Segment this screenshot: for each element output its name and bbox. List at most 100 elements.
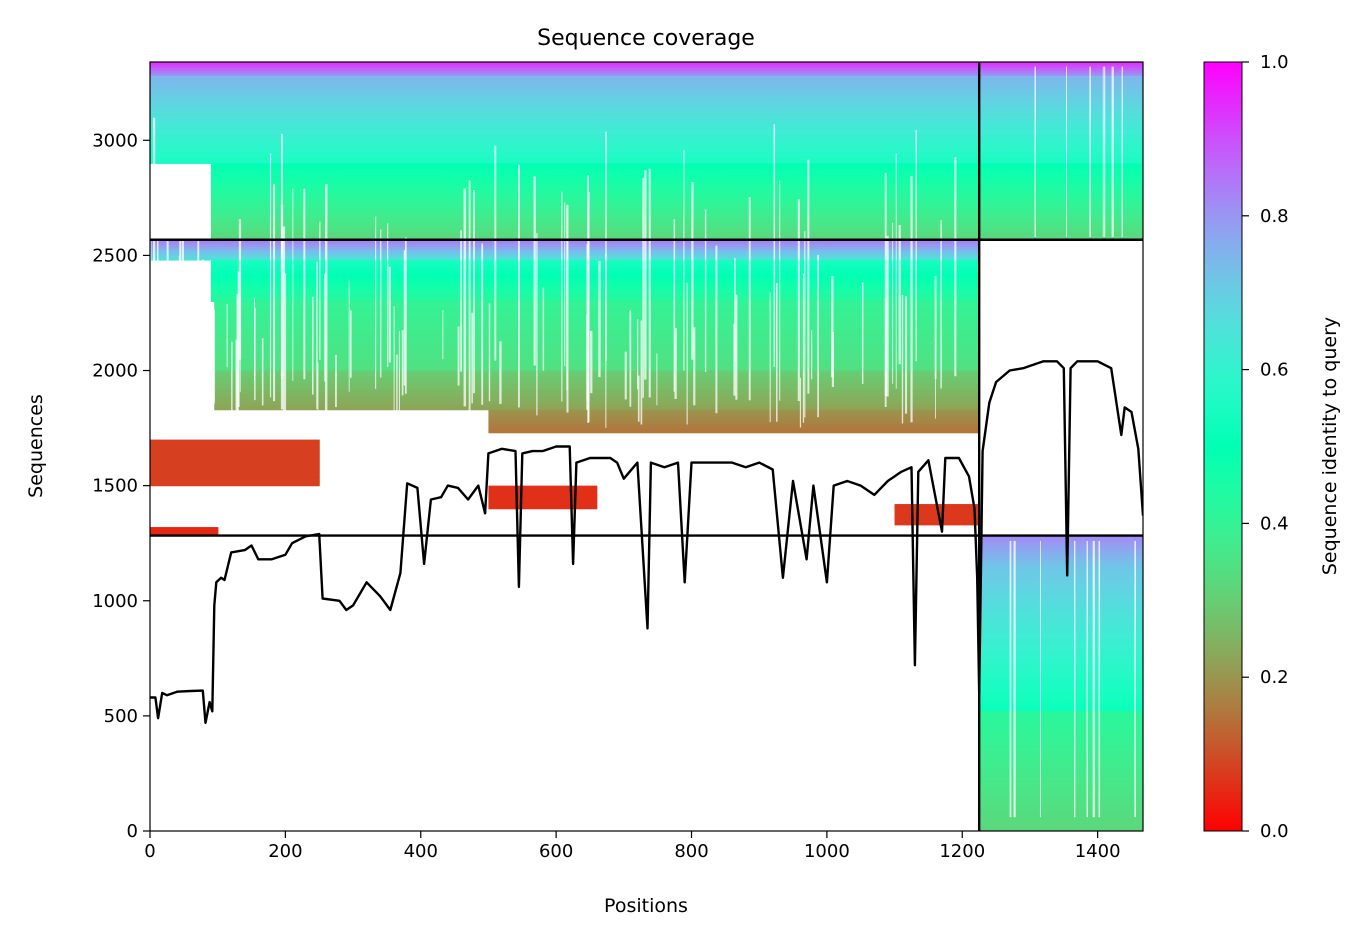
- heatmap-band-paired-1-15: [150, 130, 1143, 135]
- heatmap-band-chain-1-5-0: [150, 439, 320, 443]
- heatmap-band-paired-1-17: [150, 137, 1143, 143]
- gap-streak-123: [1092, 540, 1095, 818]
- heatmap-band-chain-2-1-0: [979, 566, 1143, 573]
- gap-streak-68: [468, 180, 471, 418]
- heatmap-band-chain-1-7-17: [894, 518, 980, 521]
- gap-streak-6: [269, 153, 272, 398]
- gap-streak-72: [273, 183, 276, 402]
- heatmap-band-chain-1-5-3: [150, 445, 320, 448]
- heatmap-band-chain-1-1-23: [210, 299, 980, 303]
- heatmap-band-paired-2-6: [210, 182, 1143, 187]
- heatmap-band-chain-2-0-1: [979, 536, 1143, 539]
- heatmap-band-chain-1-3-11: [214, 388, 980, 391]
- heatmap-band-paired-1-18: [150, 141, 1143, 146]
- heatmap-band-chain-2-0-23: [979, 564, 1143, 567]
- heatmap-band-chain-1-4-18: [488, 426, 980, 429]
- gap-streak-129: [1066, 66, 1068, 237]
- heatmap-band-chain-1-3-4: [214, 377, 980, 380]
- heatmap-band-chain-1-4-6: [488, 415, 980, 417]
- heatmap-band-paired-2-1: [210, 166, 1143, 171]
- heatmap-band-chain-2-1-5: [979, 596, 1143, 604]
- gap-streak-31: [640, 320, 643, 425]
- gap-streak-110: [561, 191, 563, 402]
- heatmap-band-chain-1-6-15: [488, 500, 598, 502]
- heatmap-band-paired-2-20: [210, 227, 1143, 231]
- heatmap-band-chain-2-2-17: [979, 796, 1143, 802]
- heatmap-band-chain-1-6-7: [488, 492, 598, 494]
- heatmap-band-chain-2-2-0: [979, 711, 1143, 717]
- colorbar-label: Sequence identity to query: [1319, 317, 1341, 575]
- heatmap-band-paired-1-11: [150, 115, 1143, 121]
- heatmap-band-chain-1-3-7: [214, 381, 980, 385]
- gap-streak-8: [319, 221, 321, 361]
- colorbar-tick-label-4: 0.8: [1260, 206, 1289, 227]
- heatmap-band-chain-1-5-7: [150, 453, 320, 456]
- heatmap-band-paired-2-0: [210, 163, 1143, 168]
- heatmap-band-chain-2-1-11: [979, 632, 1143, 640]
- plot-frame: [149, 61, 1144, 832]
- gap-streak-114: [1121, 66, 1123, 237]
- coverage-line: [150, 360, 1143, 724]
- heatmap-band-chain-2-1-21: [979, 693, 1143, 700]
- heatmap-band-chain-2-0-18: [979, 558, 1143, 561]
- gap-streak-56: [564, 202, 566, 367]
- heatmap-band-chain-1-2-11: [214, 333, 980, 337]
- heatmap-band-chain-1-3-2: [214, 373, 980, 377]
- heatmap-band-chain-2-1-9: [979, 620, 1143, 628]
- gap-streak-16: [642, 177, 644, 398]
- gap-streak-94: [231, 341, 233, 419]
- heatmap-band-chain-1-2-13: [214, 338, 980, 343]
- heatmap-band-chain-1-1-10: [210, 277, 980, 280]
- heatmap-band-chain-2-0-19: [979, 559, 1143, 562]
- y-axis-label: Sequences: [25, 394, 47, 498]
- heatmap-band-chain-1-1-1: [210, 261, 980, 265]
- x-tick-label-4: 800: [674, 841, 708, 862]
- heatmap-band-paired-1-9: [150, 108, 1143, 113]
- heatmap-band-chain-1-2-17: [214, 350, 980, 354]
- colorbar-tick-label-1: 0.2: [1260, 667, 1289, 688]
- gap-streak-78: [494, 145, 497, 361]
- heatmap-band-chain-1-2-7: [214, 321, 980, 326]
- heatmap-band-chain-1-5-8: [150, 454, 320, 458]
- heatmap-band-chain-1-3-23: [214, 408, 980, 411]
- heatmap-band-paired-1-8: [150, 104, 1143, 110]
- heatmap-band-chain-1-1-17: [210, 289, 980, 292]
- gap-streak-126: [915, 130, 917, 362]
- gap-streak-135: [1134, 540, 1136, 818]
- heatmap-band-chain-1-6-22: [488, 506, 598, 509]
- gap-streak-23: [156, 235, 159, 404]
- gap-streak-42: [807, 159, 810, 394]
- gap-streak-63: [380, 229, 382, 378]
- heatmap-band-chain-1-4-7: [488, 416, 980, 418]
- heatmap-band-chain-1-4-23: [488, 431, 980, 434]
- gap-streak-26: [1039, 540, 1041, 818]
- gap-streak-11: [386, 223, 389, 368]
- heatmap-band-chain-1-5-6: [150, 451, 320, 454]
- heatmap-band-chain-2-2-2: [979, 721, 1143, 727]
- gap-streak-103: [901, 295, 904, 424]
- heatmap-band-chain-1-3-3: [214, 375, 980, 378]
- gap-streak-97: [1034, 66, 1036, 237]
- gap-streak-28: [1013, 540, 1016, 818]
- gap-streak-101: [566, 204, 569, 413]
- heatmap-band-paired-2-14: [210, 207, 1143, 212]
- heatmap-band-chain-1-1-4: [210, 266, 980, 270]
- heatmap-band-chain-1-6-19: [488, 503, 598, 506]
- gap-streak-124: [811, 330, 813, 380]
- heatmap-band-chain-1-1-6: [210, 270, 980, 273]
- heatmap-band-chain-1-1-0: [210, 260, 980, 263]
- heatmap-band-chain-2-2-1: [979, 716, 1143, 722]
- heatmap-band-paired-2-13: [210, 204, 1143, 209]
- heatmap-band-chain-2-1-14: [979, 650, 1143, 658]
- y-tick-label-6: 3000: [92, 130, 138, 151]
- gap-streak-134: [831, 331, 834, 387]
- gap-streak-83: [605, 253, 607, 428]
- x-tick-label-1: 200: [268, 841, 302, 862]
- heatmap-band-paired-2-10: [210, 195, 1143, 199]
- heatmap-band-paired-1-1: [150, 79, 1143, 84]
- heatmap-band-chain-1-2-19: [214, 356, 980, 360]
- heatmap-band-chain-1-7-13: [894, 515, 980, 517]
- gap-streak-24: [238, 219, 242, 360]
- x-tick-label-7: 1400: [1075, 841, 1121, 862]
